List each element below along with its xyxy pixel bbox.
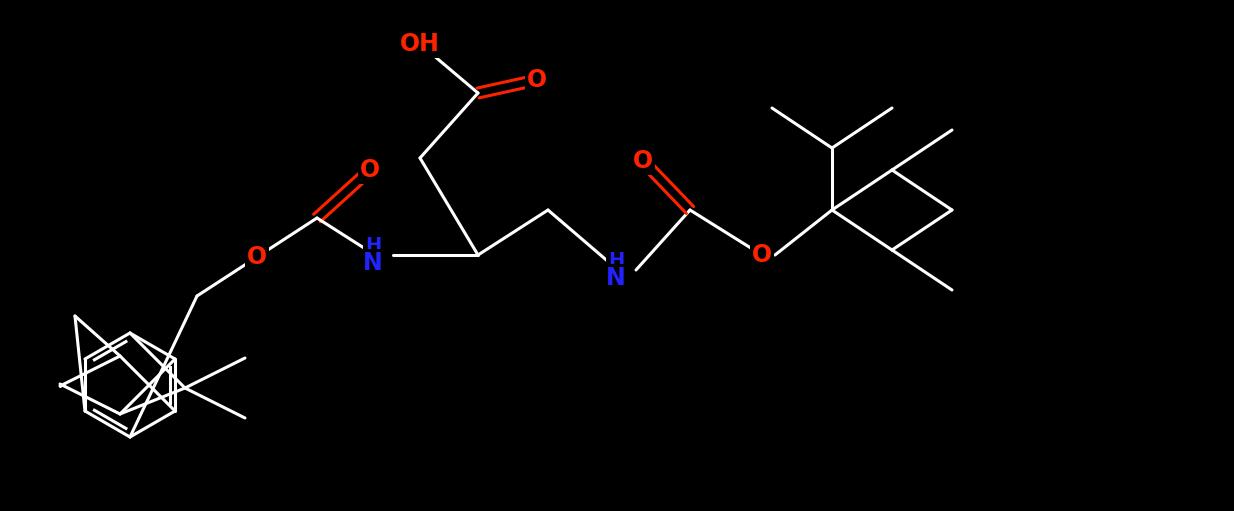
Text: N: N — [606, 266, 626, 290]
Text: H: H — [365, 236, 381, 254]
Text: O: O — [752, 243, 772, 267]
Text: N: N — [363, 251, 383, 275]
Text: OH: OH — [400, 32, 441, 56]
Text: O: O — [633, 149, 653, 173]
Text: O: O — [527, 68, 547, 92]
Text: O: O — [360, 158, 380, 182]
Text: O: O — [247, 245, 267, 269]
Text: H: H — [608, 250, 624, 269]
